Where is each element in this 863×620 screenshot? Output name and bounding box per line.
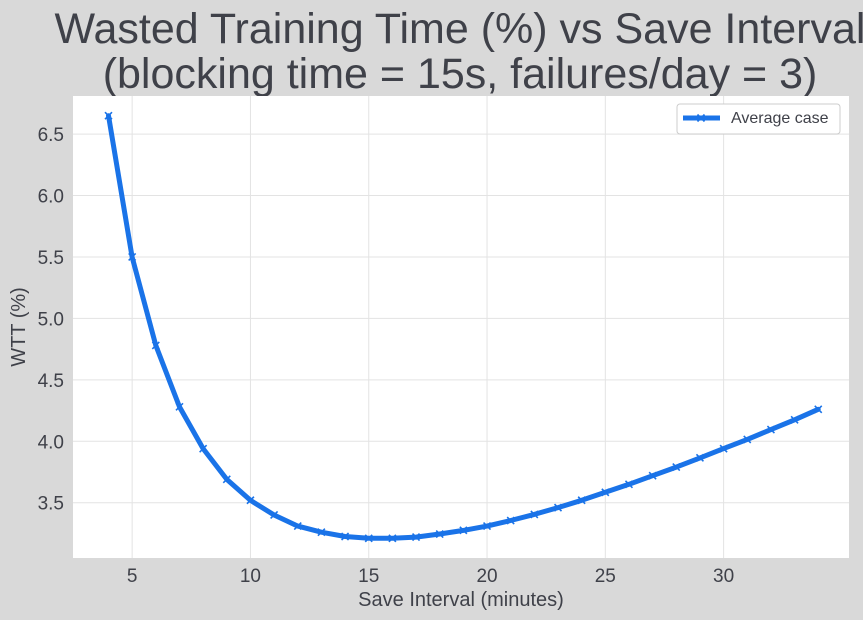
data-point-marker bbox=[128, 252, 137, 262]
x-axis-label: Save Interval (minutes) bbox=[358, 589, 564, 611]
data-point-marker bbox=[672, 463, 681, 472]
data-point-marker bbox=[175, 402, 184, 411]
legend-marker-x bbox=[696, 113, 706, 123]
data-point-marker bbox=[317, 528, 326, 537]
x-tick-label: 10 bbox=[240, 566, 261, 587]
data-point-marker bbox=[411, 533, 421, 542]
data-point-marker bbox=[151, 341, 160, 350]
data-point-marker bbox=[553, 503, 563, 512]
chart-subtitle: (blocking time = 15s, failures/day = 3) bbox=[103, 50, 818, 98]
y-tick-label: 6.0 bbox=[38, 187, 64, 208]
data-point-marker bbox=[719, 444, 728, 453]
data-point-marker bbox=[648, 471, 657, 480]
data-point-marker bbox=[506, 516, 515, 525]
x-tick-label: 15 bbox=[358, 566, 379, 587]
x-tick-label: 5 bbox=[127, 566, 138, 587]
data-point-marker bbox=[459, 526, 468, 535]
y-tick-label: 4.5 bbox=[38, 371, 64, 392]
data-point-marker bbox=[435, 529, 444, 539]
x-tick-label: 30 bbox=[713, 566, 734, 587]
series-layer bbox=[104, 111, 823, 543]
data-point-marker bbox=[293, 521, 302, 531]
data-point-marker bbox=[766, 425, 775, 434]
data-point-marker bbox=[601, 488, 610, 497]
x-tick-label: 25 bbox=[595, 566, 616, 587]
data-point-marker bbox=[388, 534, 397, 543]
data-point-marker bbox=[814, 405, 823, 414]
data-point-marker bbox=[341, 532, 350, 541]
data-point-marker bbox=[790, 415, 799, 424]
x-tick-label: 20 bbox=[476, 566, 497, 587]
data-point-marker bbox=[270, 510, 279, 520]
data-point-marker bbox=[695, 453, 705, 462]
data-point-marker bbox=[222, 475, 231, 484]
data-point-marker bbox=[743, 435, 752, 444]
legend-box bbox=[676, 103, 841, 135]
y-tick-label: 5.0 bbox=[38, 309, 64, 330]
data-point-marker bbox=[104, 111, 113, 120]
y-tick-label: 6.5 bbox=[38, 125, 64, 146]
data-point-marker bbox=[482, 521, 492, 531]
data-point-marker bbox=[199, 444, 208, 453]
y-axis-label: WTT (%) bbox=[8, 287, 30, 367]
data-point-marker bbox=[530, 510, 539, 519]
data-point-marker bbox=[246, 496, 255, 505]
y-tick-label: 5.5 bbox=[38, 248, 64, 269]
plot-area bbox=[73, 96, 849, 558]
data-point-marker bbox=[624, 480, 634, 489]
legend-label: Average case bbox=[731, 110, 829, 127]
legend: Average case bbox=[676, 103, 841, 135]
y-tick-label: 3.5 bbox=[38, 494, 64, 515]
data-point-marker bbox=[577, 496, 586, 505]
y-tick-label: 4.0 bbox=[38, 432, 64, 453]
tick-labels: 5 10 15 20 25 30 3.5 4.0 4.5 5.0 5.5 6.0 6.5 bbox=[38, 125, 735, 587]
data-point-marker bbox=[364, 534, 373, 543]
chart-title: Wasted Training Time (%) vs Save Interva… bbox=[55, 5, 863, 53]
